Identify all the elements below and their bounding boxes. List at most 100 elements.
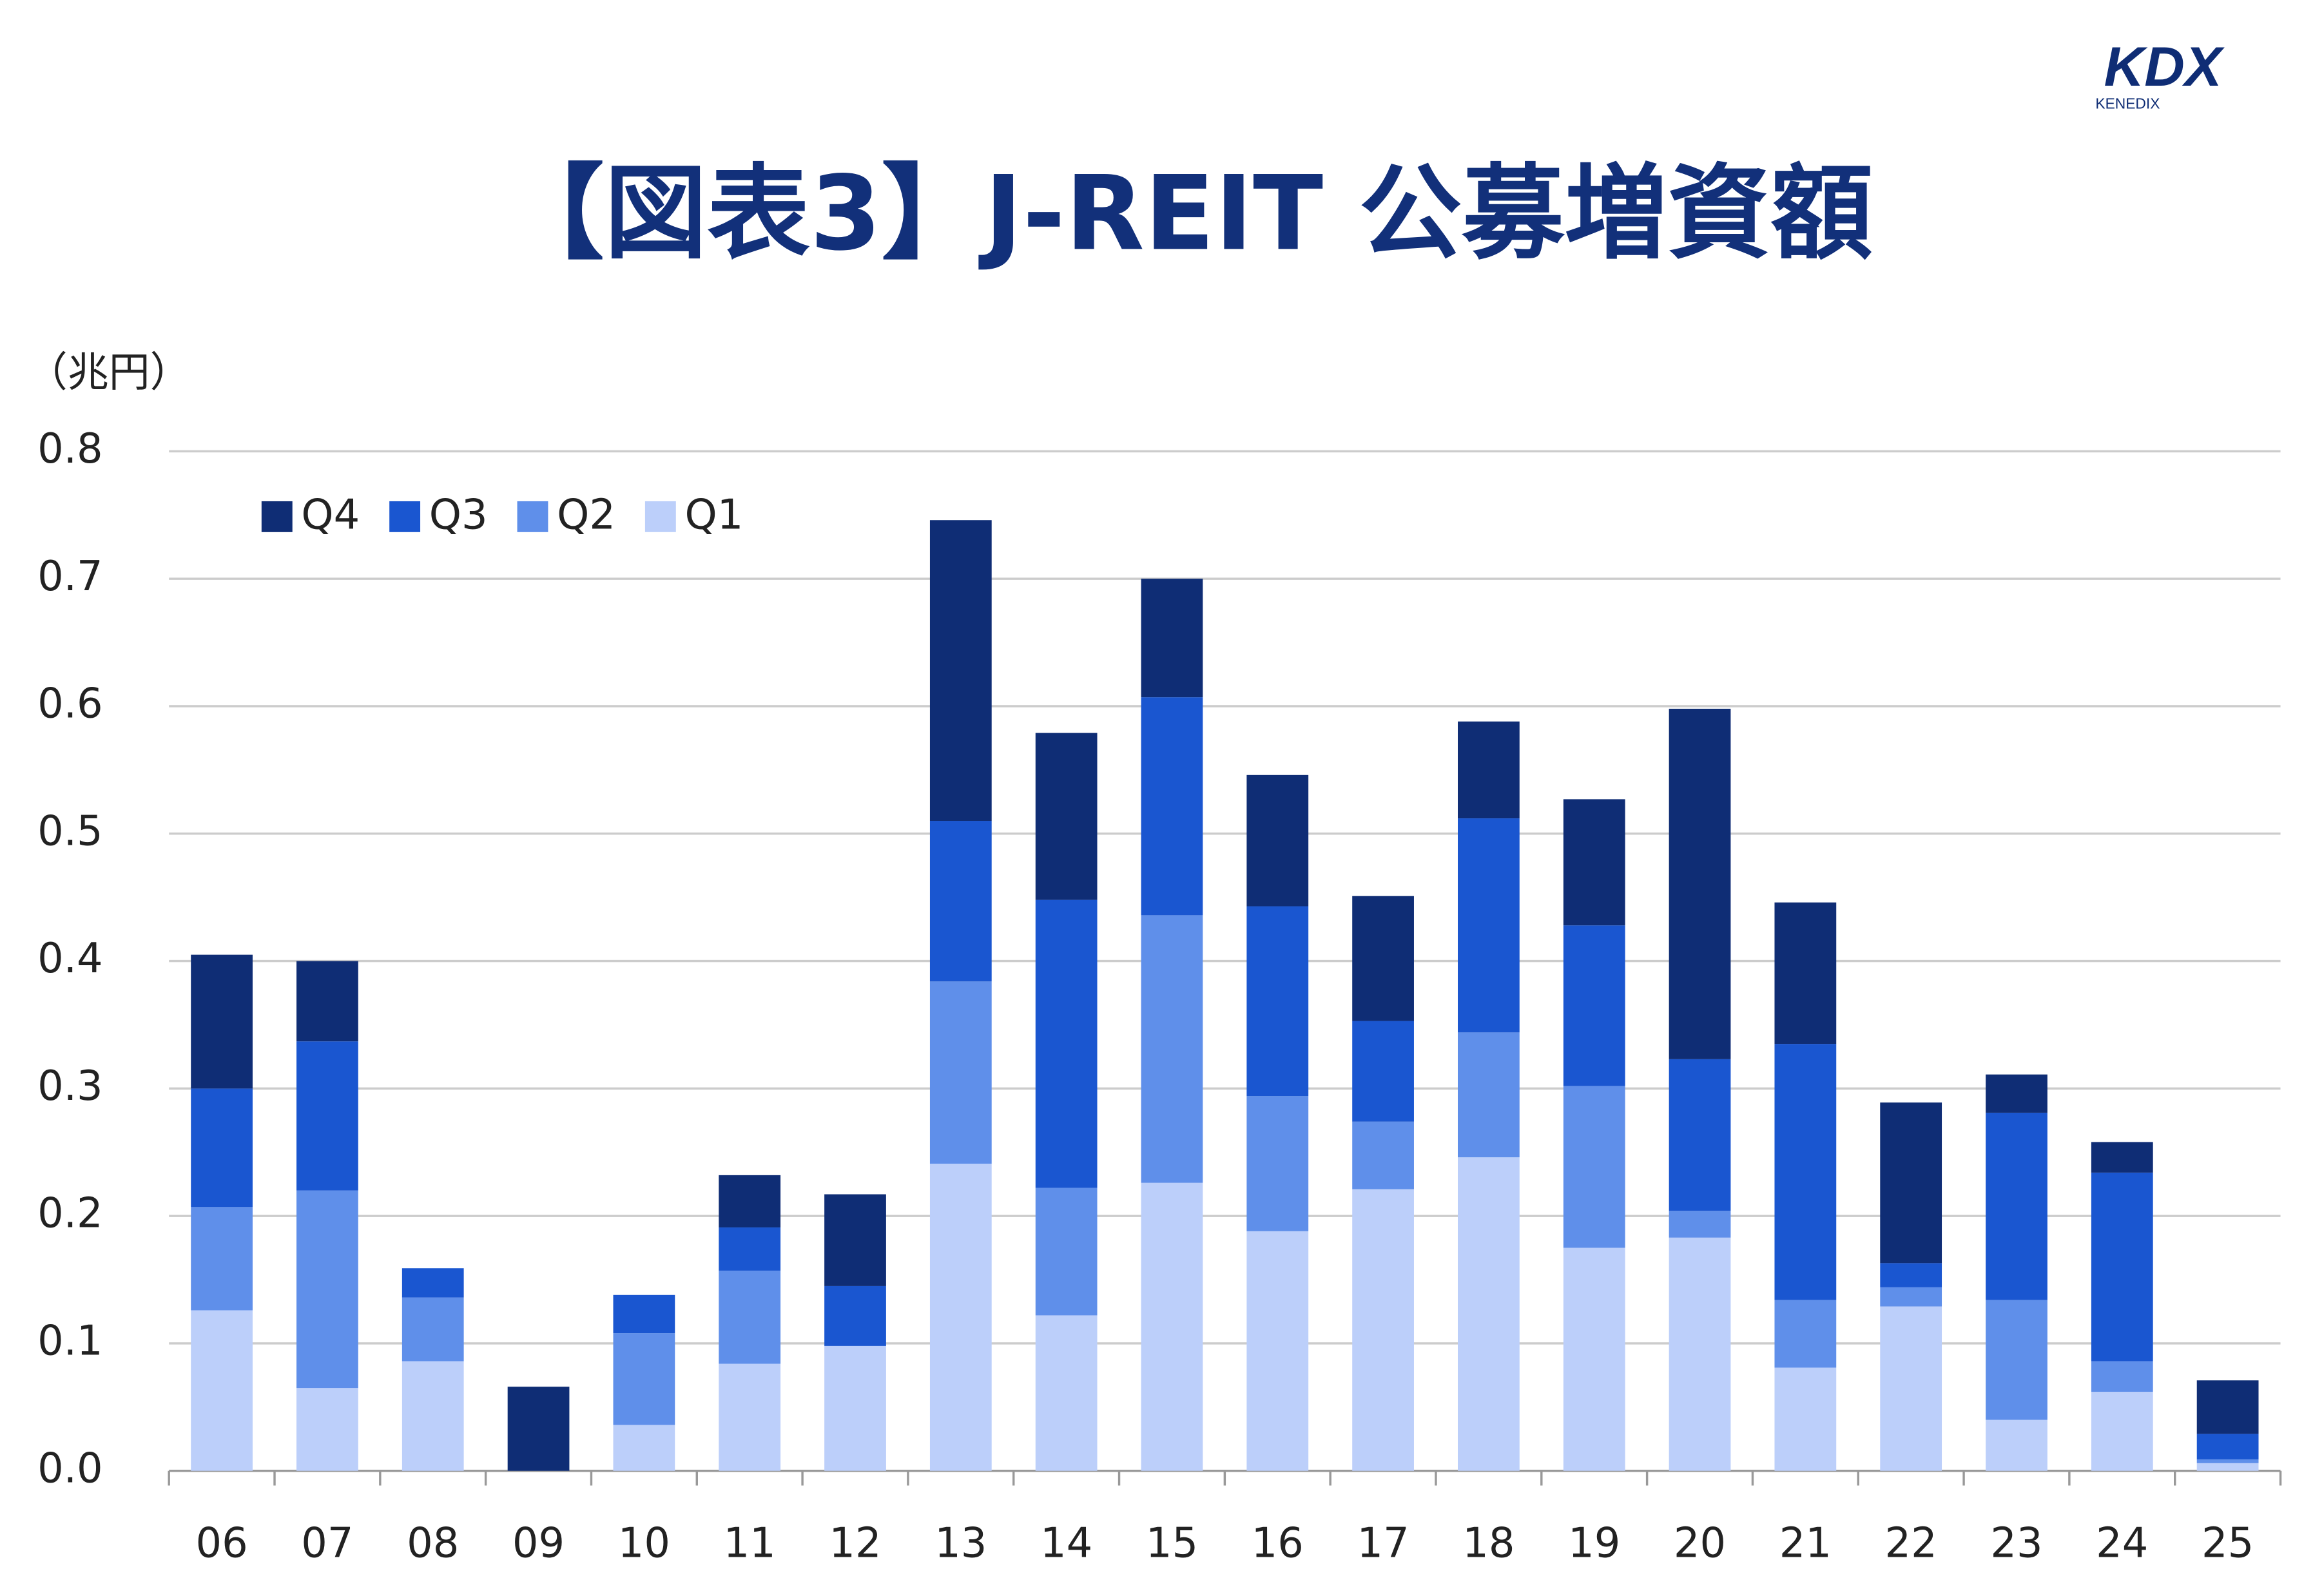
bar-segment	[929, 981, 992, 1164]
y-tick-label: 0.2	[37, 1190, 103, 1238]
bar-segment	[1563, 925, 1625, 1086]
bar-segment	[613, 1425, 675, 1471]
bar-segment	[296, 1190, 358, 1389]
x-tick-label: 17	[1357, 1520, 1409, 1568]
bar-segment	[1035, 1315, 1098, 1471]
bar-segment	[1986, 1300, 2047, 1420]
bar-segment	[2196, 1434, 2259, 1459]
x-tick-label: 18	[1462, 1520, 1515, 1568]
logo-name: KENEDIX	[2095, 95, 2160, 111]
bar-segment	[1352, 1121, 1414, 1189]
bar-segment	[1141, 915, 1203, 1183]
bar-segment	[296, 1388, 358, 1471]
x-tick-label: 12	[829, 1520, 881, 1568]
bar-segment	[1458, 1032, 1520, 1158]
x-tick-label: 22	[1885, 1520, 1937, 1568]
y-tick-label: 0.7	[37, 553, 103, 601]
y-tick-label: 0.5	[37, 807, 103, 855]
legend-label: Q2	[557, 492, 615, 539]
bar-segment	[1563, 1247, 1625, 1471]
bar-segment	[929, 1164, 992, 1471]
bar-segment	[1035, 899, 1098, 1188]
bar-segment	[1880, 1287, 1942, 1307]
bar-segment	[1774, 1044, 1837, 1300]
bar-segment	[402, 1297, 464, 1361]
bar-segment	[929, 821, 992, 982]
bar-segment	[1986, 1419, 2047, 1471]
logo-mark: KDX	[2104, 36, 2225, 98]
bar-segment	[824, 1285, 886, 1346]
legend-label: Q3	[429, 492, 488, 539]
bar-segment	[824, 1345, 886, 1471]
bar-segment	[1246, 1231, 1309, 1471]
x-tick-label: 08	[407, 1520, 459, 1568]
y-tick-label: 0.3	[37, 1062, 103, 1110]
x-tick-label: 25	[2202, 1520, 2254, 1568]
bar-segment	[402, 1268, 464, 1298]
bar-segment	[1246, 774, 1309, 907]
legend-swatch	[389, 501, 421, 532]
bar-segment	[2091, 1142, 2153, 1173]
bar-segment	[1352, 1021, 1414, 1122]
bar-segment	[402, 1361, 464, 1471]
y-tick-label: 0.4	[37, 935, 103, 983]
bar-segment	[2091, 1392, 2153, 1471]
x-tick-label: 10	[618, 1520, 670, 1568]
bar-segment	[2196, 1463, 2259, 1471]
y-tick-label: 0.8	[37, 425, 103, 473]
bar-segment	[1563, 799, 1625, 926]
bar-segment	[191, 954, 253, 1089]
bar-segment	[296, 1041, 358, 1191]
bar-segment	[1880, 1263, 1942, 1287]
bar-segment	[1986, 1112, 2047, 1300]
bar-segment	[1246, 906, 1309, 1097]
bar-segment	[1774, 902, 1837, 1044]
bar-segment	[1035, 1187, 1098, 1316]
bar-segment	[1669, 1059, 1731, 1211]
bar-segment	[1880, 1102, 1942, 1264]
y-axis-label: （兆円）	[26, 349, 191, 396]
bar-segment	[719, 1271, 781, 1364]
bar-segment	[1352, 896, 1414, 1021]
bar-segment	[613, 1333, 675, 1425]
bar-segment	[1246, 1096, 1309, 1231]
bar-segment	[1669, 1237, 1731, 1471]
y-tick-label: 0.1	[37, 1318, 103, 1365]
x-tick-label: 21	[1779, 1520, 1832, 1568]
x-tick-label: 09	[512, 1520, 565, 1568]
bar-segment	[719, 1175, 781, 1227]
y-tick-label: 0.0	[37, 1445, 103, 1492]
y-tick-label: 0.6	[37, 680, 103, 728]
bar-segment	[1141, 579, 1203, 698]
x-tick-label: 23	[1990, 1520, 2042, 1568]
bar-segment	[1352, 1189, 1414, 1471]
x-tick-label: 14	[1040, 1520, 1092, 1568]
x-tick-label: 20	[1674, 1520, 1726, 1568]
legend-label: Q1	[684, 492, 743, 539]
legend-swatch	[517, 501, 548, 532]
bar-segment	[719, 1363, 781, 1471]
x-tick-label: 13	[934, 1520, 987, 1568]
x-tick-label: 19	[1568, 1520, 1620, 1568]
x-tick-label: 16	[1252, 1520, 1304, 1568]
bar-segment	[1774, 1300, 1837, 1368]
x-tick-label: 06	[195, 1520, 247, 1568]
bar-segment	[1141, 697, 1203, 916]
bar-segment	[824, 1194, 886, 1286]
bar-segment	[2196, 1380, 2259, 1434]
chart-title: 【図表3】J-REIT 公募増資額	[501, 153, 1873, 273]
legend-label: Q4	[301, 492, 360, 539]
bar-segment	[2091, 1172, 2153, 1361]
bar-segment	[1141, 1182, 1203, 1471]
bar-segment	[1669, 1211, 1731, 1238]
bar-segment	[191, 1310, 253, 1471]
bar-segment	[1669, 708, 1731, 1059]
bar-segment	[1458, 818, 1520, 1033]
bar-segment	[719, 1227, 781, 1271]
x-tick-label: 24	[2096, 1520, 2148, 1568]
bar-segment	[1880, 1306, 1942, 1471]
legend-swatch	[644, 501, 676, 532]
bar-segment	[1774, 1367, 1837, 1471]
x-tick-label: 07	[301, 1520, 353, 1568]
